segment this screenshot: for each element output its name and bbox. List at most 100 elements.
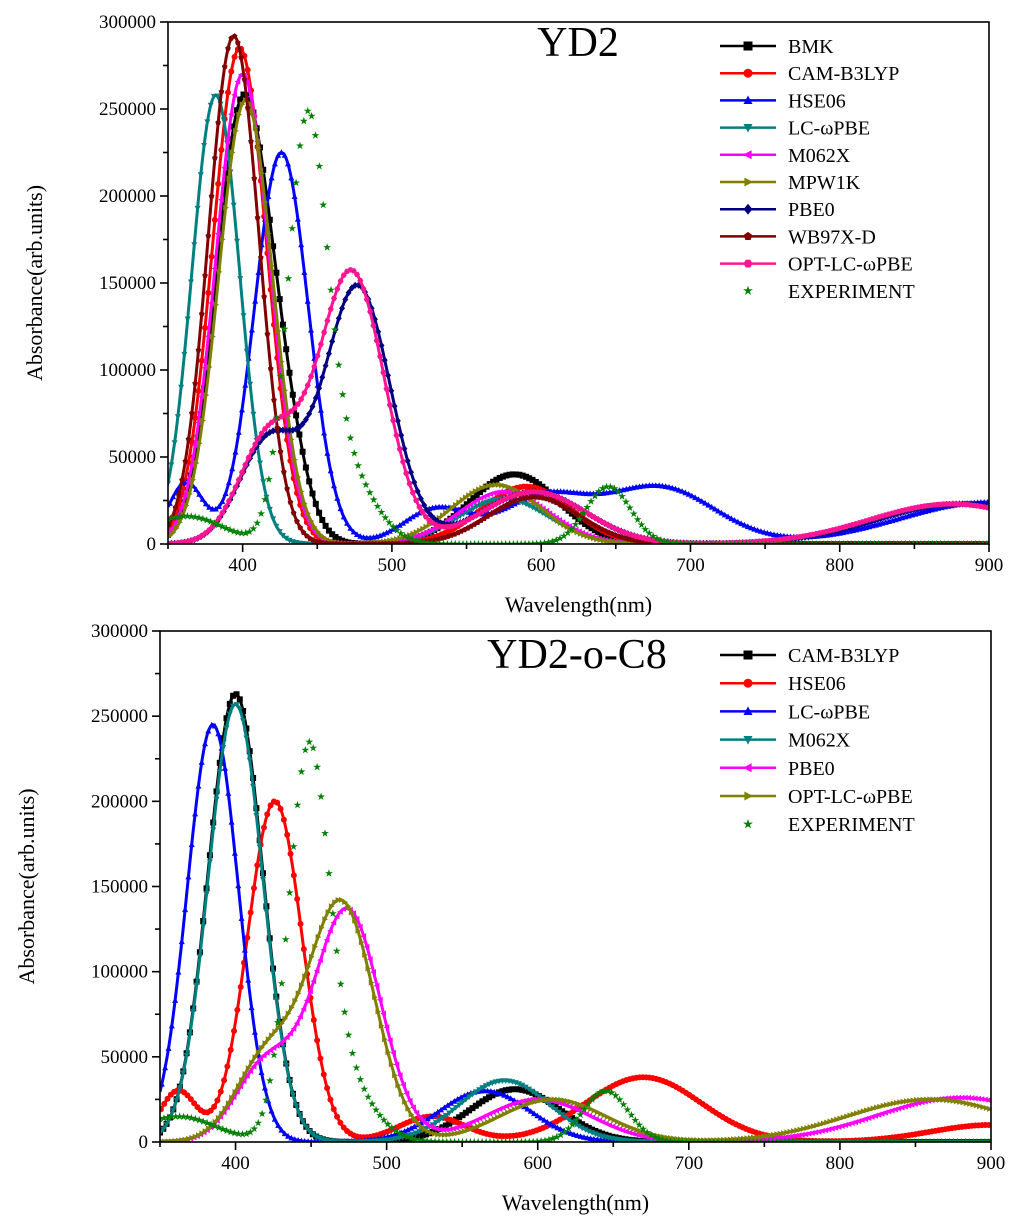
chart-panel-1: 400 500 600 700 800 900 0 50000 100000 150000 2000… [22,12,1003,617]
legend-label: PBE0 [788,758,835,780]
legend-item: OPT-LC-ωPBE [720,254,913,276]
legend-marker [743,231,753,240]
legend-marker [744,177,753,187]
y-tick-label: 250000 [99,99,156,120]
series-line [160,692,991,1142]
series-line [168,150,989,540]
series-line [168,72,989,544]
legend-item: CAM-B3LYP [720,63,899,85]
legend-label: OPT-LC-ωPBE [788,786,913,808]
legend-item: WB97X-D [720,226,876,248]
legend-marker [743,41,753,51]
legend-marker [743,124,753,133]
series-BMK [168,91,989,544]
legend-item: EXPERIMENT [743,281,915,303]
series-markers [168,91,989,544]
legend-item: HSE06 [720,90,846,112]
series-MPW1K [168,97,989,544]
x-axis-label: Wavelength(nm) [505,592,652,617]
y-tick-label: 300000 [99,12,156,33]
legend-item: PBE0 [720,199,835,221]
legend-marker [743,95,753,104]
legend-label: CAM-B3LYP [788,645,899,667]
series-EXPERIMENT [168,106,989,544]
legend-item: LC-ωPBE [720,701,870,723]
y-tick-label: 200000 [99,186,156,207]
legend-item: MPW1K [720,172,861,194]
y-axis-label: Absorbance(arb.units) [22,185,47,381]
legend-marker [743,150,752,160]
legend-marker [743,68,753,78]
y-tick-label: 150000 [99,273,156,294]
x-axis-label: Wavelength(nm) [502,1190,649,1215]
legend-label: HSE06 [788,90,846,112]
chart-title: YD2-o-C8 [487,632,667,678]
series-markers [168,71,989,544]
series-markers [168,97,989,544]
legend-item: M062X [720,730,851,752]
series-line [160,799,991,1142]
y-axis-label: Absorbance(arb.units) [14,788,39,984]
series-markers [168,149,989,541]
series-markers [160,691,991,1142]
legend-marker [743,259,753,268]
series-WB97X-D [168,33,989,544]
y-tick-label: 0 [147,534,157,555]
x-tick-label: 900 [975,555,1004,576]
legend-marker [743,650,753,660]
plot-area [160,691,991,1142]
x-tick-label: 500 [378,555,407,576]
y-tick-label: 300000 [91,621,148,642]
legend-marker [743,736,753,745]
x-tick-label: 800 [826,1153,855,1174]
legend-item: PBE0 [720,758,835,780]
legend-label: OPT-LC-ωPBE [788,254,913,276]
x-tick-label: 500 [372,1153,401,1174]
legend-label: LC-ωPBE [788,701,870,723]
legend-label: EXPERIMENT [788,281,915,303]
legend-item: EXPERIMENT [743,814,915,836]
legend-label: M062X [788,145,851,167]
legend-label: M062X [788,730,851,752]
legend-label: PBE0 [788,199,835,221]
chart-title: YD2 [537,20,619,66]
series-markers [160,798,991,1142]
legend-marker [743,285,753,295]
y-tick-label: 150000 [91,877,148,898]
legend-item: HSE06 [720,673,846,695]
y-tick-label: 250000 [91,706,148,727]
legend-marker [743,763,752,773]
x-tick-label: 900 [977,1153,1006,1174]
y-tick-label: 200000 [91,791,148,812]
legend-marker [743,706,753,715]
x-tick-label: 400 [228,555,257,576]
legend-label: MPW1K [788,172,861,194]
legend-item: OPT-LC-ωPBE [720,786,913,808]
series-markers [168,106,989,544]
legend-marker [744,791,753,801]
legend-item: BMK [720,36,834,58]
legend-item: M062X [720,145,851,167]
legend-label: BMK [788,36,834,58]
legend-label: LC-ωPBE [788,118,870,140]
x-tick-label: 600 [523,1153,552,1174]
legend-marker [743,819,753,829]
legend-label: HSE06 [788,673,846,695]
legend-item: CAM-B3LYP [720,645,899,667]
chart-panel-2: 400 500 600 700 800 900 0 50000 100000 150000 2000… [14,621,1005,1215]
series-HSE06 [168,149,989,541]
legend: BMK CAM-B3LYP HSE06 LC-ωPBE M062X MPW1K PBE0 WB… [720,36,915,303]
y-tick-label: 50000 [101,1047,149,1068]
legend: CAM-B3LYP HSE06 LC-ωPBE M062X PBE0 OPT-LC-ωPB… [720,645,915,836]
series-HSE06 [160,798,991,1142]
x-tick-label: 400 [221,1153,250,1174]
x-tick-label: 600 [527,555,556,576]
y-tick-label: 100000 [91,962,148,983]
legend-item: LC-ωPBE [720,118,870,140]
series-M062X [160,702,991,1142]
x-tick-label: 800 [825,555,854,576]
series-markers [160,702,991,1142]
y-tick-label: 100000 [99,360,156,381]
y-tick-label: 0 [139,1132,149,1153]
